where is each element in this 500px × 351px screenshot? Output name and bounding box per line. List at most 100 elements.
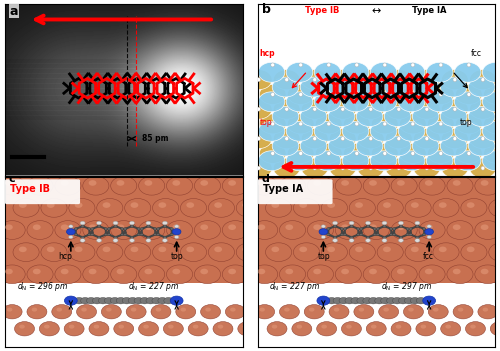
Circle shape <box>425 224 432 230</box>
Ellipse shape <box>428 114 454 134</box>
Circle shape <box>146 239 151 242</box>
Circle shape <box>416 236 419 239</box>
Circle shape <box>356 233 360 236</box>
Circle shape <box>397 137 400 141</box>
Circle shape <box>360 228 363 230</box>
Circle shape <box>74 246 82 252</box>
Bar <box>5 283 242 347</box>
Circle shape <box>89 322 109 336</box>
Circle shape <box>166 177 192 195</box>
Ellipse shape <box>440 107 467 126</box>
Ellipse shape <box>358 99 384 119</box>
Circle shape <box>69 199 95 217</box>
Ellipse shape <box>342 151 369 171</box>
Circle shape <box>41 243 67 261</box>
Circle shape <box>120 233 124 236</box>
Circle shape <box>252 221 278 239</box>
Ellipse shape <box>328 77 355 97</box>
Circle shape <box>242 325 248 329</box>
Circle shape <box>213 322 233 336</box>
Circle shape <box>131 307 136 312</box>
Circle shape <box>113 239 118 242</box>
Text: fcc: fcc <box>471 49 482 58</box>
Circle shape <box>419 265 445 284</box>
Ellipse shape <box>470 129 496 148</box>
Circle shape <box>409 228 412 230</box>
Ellipse shape <box>342 62 369 82</box>
Ellipse shape <box>482 62 500 82</box>
Circle shape <box>88 180 96 186</box>
Ellipse shape <box>358 158 384 178</box>
Ellipse shape <box>454 92 481 112</box>
Circle shape <box>336 177 361 195</box>
Ellipse shape <box>400 144 426 163</box>
Text: top: top <box>260 118 272 127</box>
Circle shape <box>33 180 40 186</box>
Circle shape <box>356 228 360 230</box>
Ellipse shape <box>274 70 300 90</box>
Circle shape <box>222 177 248 195</box>
Circle shape <box>480 180 488 186</box>
Ellipse shape <box>330 158 356 178</box>
Circle shape <box>416 322 436 336</box>
Circle shape <box>138 177 164 195</box>
Ellipse shape <box>470 158 496 178</box>
Circle shape <box>390 228 393 230</box>
Ellipse shape <box>482 151 500 171</box>
Circle shape <box>411 202 419 208</box>
Circle shape <box>134 297 143 304</box>
Circle shape <box>321 236 326 239</box>
Circle shape <box>300 202 307 208</box>
Circle shape <box>13 199 39 217</box>
Circle shape <box>399 225 402 227</box>
Circle shape <box>130 239 134 242</box>
Circle shape <box>341 166 344 170</box>
Circle shape <box>316 322 336 336</box>
Circle shape <box>382 221 387 225</box>
Circle shape <box>81 236 84 239</box>
Circle shape <box>174 225 179 228</box>
Circle shape <box>47 202 54 208</box>
Circle shape <box>453 305 473 319</box>
Circle shape <box>404 305 423 319</box>
Circle shape <box>327 151 330 155</box>
Circle shape <box>481 78 485 82</box>
Circle shape <box>69 243 95 261</box>
Circle shape <box>80 297 90 304</box>
Circle shape <box>267 322 287 336</box>
Circle shape <box>33 224 40 230</box>
Circle shape <box>369 107 372 111</box>
Circle shape <box>480 224 488 230</box>
Circle shape <box>52 305 72 319</box>
Circle shape <box>156 228 160 230</box>
Circle shape <box>55 265 81 284</box>
Ellipse shape <box>372 114 398 134</box>
Circle shape <box>272 202 279 208</box>
Circle shape <box>122 297 131 304</box>
Circle shape <box>82 307 87 312</box>
Ellipse shape <box>426 121 453 141</box>
Ellipse shape <box>428 85 454 104</box>
Circle shape <box>156 307 162 312</box>
Circle shape <box>399 236 402 239</box>
Circle shape <box>482 307 488 312</box>
Circle shape <box>322 243 347 261</box>
Ellipse shape <box>316 144 342 163</box>
Circle shape <box>341 107 344 111</box>
Ellipse shape <box>358 129 384 148</box>
Circle shape <box>475 221 500 239</box>
Circle shape <box>341 78 344 82</box>
Ellipse shape <box>386 129 412 148</box>
Circle shape <box>354 305 374 319</box>
Ellipse shape <box>398 62 425 82</box>
Ellipse shape <box>412 77 439 97</box>
Ellipse shape <box>414 70 440 90</box>
Circle shape <box>383 225 386 227</box>
Circle shape <box>130 236 134 239</box>
Ellipse shape <box>398 121 425 141</box>
Circle shape <box>378 305 398 319</box>
Circle shape <box>194 265 220 284</box>
Circle shape <box>494 246 500 252</box>
Circle shape <box>349 199 376 217</box>
Circle shape <box>332 239 338 242</box>
